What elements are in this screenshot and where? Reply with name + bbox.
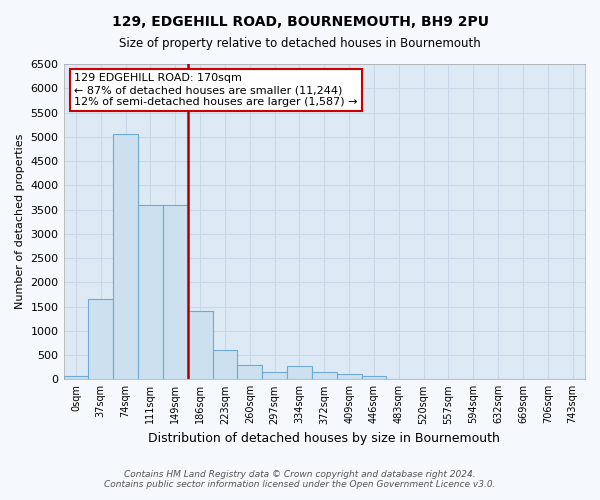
Text: Size of property relative to detached houses in Bournemouth: Size of property relative to detached ho…: [119, 38, 481, 51]
Bar: [113, 134, 138, 380]
Bar: [88, 300, 113, 380]
Bar: [64, 376, 88, 380]
Text: 129, EDGEHILL ROAD, BOURNEMOUTH, BH9 2PU: 129, EDGEHILL ROAD, BOURNEMOUTH, BH9 2PU: [112, 15, 488, 29]
Bar: [238, 365, 262, 380]
Text: Contains HM Land Registry data © Crown copyright and database right 2024.
Contai: Contains HM Land Registry data © Crown c…: [104, 470, 496, 489]
Bar: [312, 372, 337, 380]
Bar: [287, 366, 312, 380]
Bar: [212, 350, 238, 380]
Text: 129 EDGEHILL ROAD: 170sqm
← 87% of detached houses are smaller (11,244)
12% of s: 129 EDGEHILL ROAD: 170sqm ← 87% of detac…: [74, 74, 358, 106]
Bar: [337, 374, 362, 380]
Bar: [138, 204, 163, 380]
X-axis label: Distribution of detached houses by size in Bournemouth: Distribution of detached houses by size …: [148, 432, 500, 445]
Bar: [262, 372, 287, 380]
Bar: [188, 312, 212, 380]
Bar: [163, 204, 188, 380]
Y-axis label: Number of detached properties: Number of detached properties: [15, 134, 25, 310]
Bar: [362, 376, 386, 380]
